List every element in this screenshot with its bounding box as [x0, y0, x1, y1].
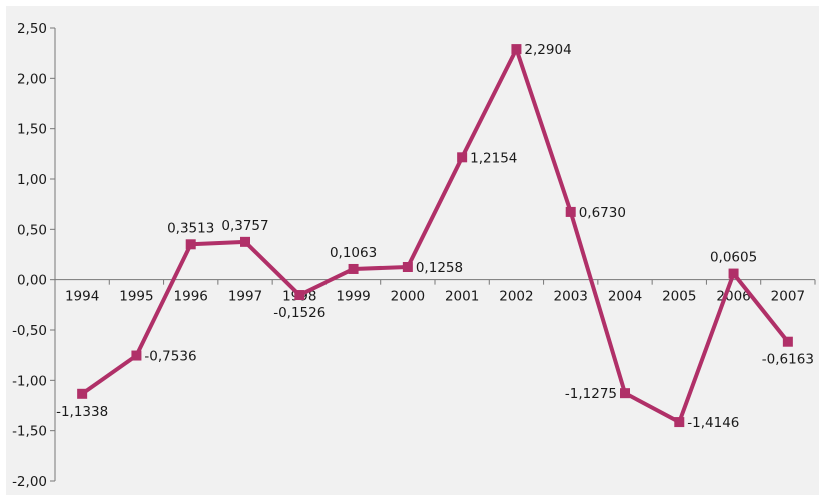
y-tick-label: 2,00: [17, 71, 47, 87]
data-point-marker: [674, 417, 685, 428]
data-point-marker: [565, 206, 576, 217]
y-tick-label: 0,50: [17, 222, 47, 238]
series-group: [77, 44, 793, 428]
x-tick-label: 2005: [662, 289, 696, 305]
data-label: 1,2154: [470, 150, 517, 166]
data-point-marker: [511, 44, 522, 55]
data-label: 2,2904: [524, 42, 571, 58]
data-point-marker: [185, 239, 196, 250]
data-point-marker: [77, 388, 88, 399]
data-label: 0,6730: [579, 205, 626, 221]
data-point-marker: [457, 152, 468, 163]
data-point-marker: [620, 388, 630, 399]
y-tick-label: 1,50: [17, 122, 47, 138]
data-label: -1,1338: [56, 404, 108, 420]
data-label: 0,3513: [167, 220, 214, 236]
data-label: 0,0605: [710, 250, 757, 266]
x-tick-label: 2000: [391, 289, 425, 305]
x-tick-label: 1997: [228, 289, 262, 305]
y-tick-label: 1,00: [17, 172, 47, 188]
y-tick-label: 2,50: [17, 21, 47, 37]
x-tick-label: 1996: [174, 289, 208, 305]
data-label: -1,4146: [687, 415, 739, 431]
x-tick-label: 1994: [65, 289, 99, 305]
data-point-marker: [131, 350, 142, 361]
data-point-marker: [240, 236, 250, 247]
data-label: -0,7536: [144, 349, 196, 365]
data-label: 0,3757: [221, 218, 268, 234]
x-tick-label: 1999: [336, 289, 370, 305]
x-tick-label: 2004: [608, 289, 642, 305]
x-tick-label: 2007: [771, 289, 805, 305]
data-label: -1,1275: [565, 386, 617, 402]
series-line: [80, 47, 790, 425]
x-tick-label: 2001: [445, 289, 479, 305]
data-label: 0,1063: [330, 245, 377, 261]
data-labels-group: -1,1338 -0,7536 0,3513 0,3757 -0,1526 0,1063 0…: [56, 42, 814, 431]
data-point-marker: [728, 268, 739, 279]
axes: 2,502,001,501,000,500,00-0,50-1,00-1,50-…: [12, 21, 816, 490]
data-label: -0,1526: [273, 305, 325, 321]
data-point-marker: [294, 290, 305, 301]
y-tick-label: -0,50: [12, 323, 47, 339]
data-label: 0,1258: [416, 260, 463, 276]
data-point-marker: [402, 262, 413, 273]
data-point-marker: [782, 336, 793, 347]
y-tick-label: 0,00: [17, 273, 47, 289]
data-point-marker: [348, 263, 359, 274]
data-label: -0,6163: [762, 352, 814, 368]
x-tick-label: 2003: [554, 289, 588, 305]
y-tick-label: -1,50: [12, 424, 47, 440]
x-tick-label: 1995: [119, 289, 153, 305]
y-tick-label: -1,00: [12, 373, 47, 389]
y-tick-label: -2,00: [12, 474, 47, 490]
x-tick-label: 2002: [499, 289, 533, 305]
